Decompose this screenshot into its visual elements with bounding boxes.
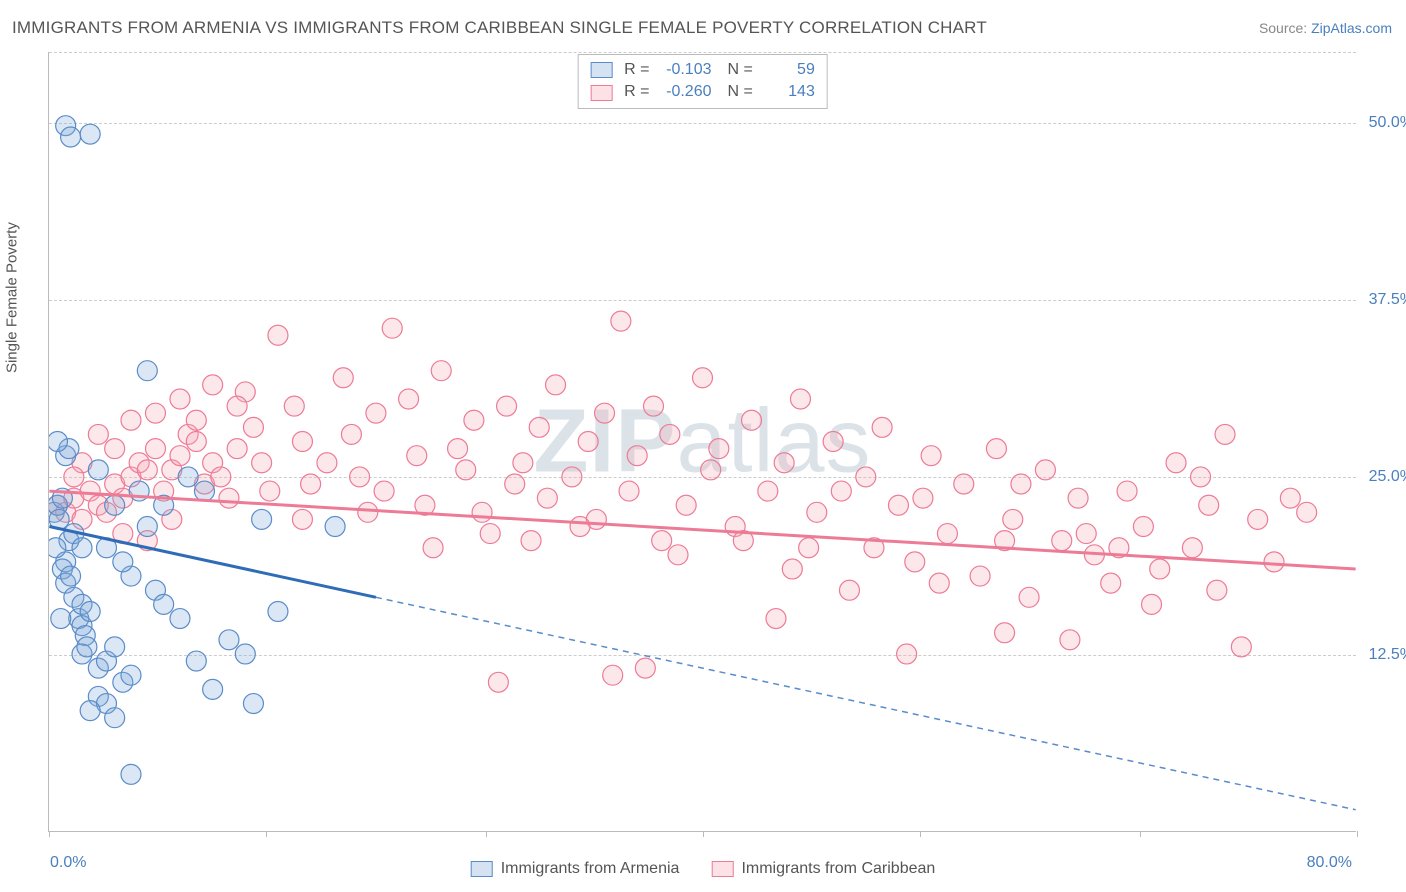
legend-item-caribbean: Immigrants from Caribbean <box>711 860 935 878</box>
legend-label-armenia: Immigrants from Armenia <box>501 860 680 878</box>
legend-label-caribbean: Immigrants from Caribbean <box>741 860 935 878</box>
chart-title: IMMIGRANTS FROM ARMENIA VS IMMIGRANTS FR… <box>12 18 987 38</box>
legend-swatch-armenia-icon <box>471 861 493 877</box>
y-tick-label: 37.5% <box>1369 291 1406 309</box>
n-label: N = <box>728 81 753 103</box>
n-label: N = <box>728 59 753 81</box>
legend-swatch-armenia <box>590 62 612 78</box>
legend-row-caribbean: R = -0.260 N = 143 <box>590 81 815 103</box>
legend-correlation-box: R = -0.103 N = 59 R = -0.260 N = 143 <box>577 54 828 109</box>
y-axis-title: Single Female Poverty <box>4 222 21 373</box>
r-label: R = <box>624 81 649 103</box>
y-tick-label: 50.0% <box>1369 114 1406 132</box>
legend-series: Immigrants from Armenia Immigrants from … <box>471 860 936 878</box>
legend-swatch-caribbean <box>590 85 612 101</box>
r-value-armenia: -0.103 <box>658 59 712 81</box>
y-tick-label: 25.0% <box>1369 468 1406 486</box>
n-value-armenia: 59 <box>761 59 815 81</box>
legend-item-armenia: Immigrants from Armenia <box>471 860 680 878</box>
y-tick-label: 12.5% <box>1369 646 1406 664</box>
r-label: R = <box>624 59 649 81</box>
source-link[interactable]: ZipAtlas.com <box>1311 20 1392 36</box>
source-attribution: Source: ZipAtlas.com <box>1259 20 1392 36</box>
r-value-caribbean: -0.260 <box>658 81 712 103</box>
x-min-label: 0.0% <box>50 854 86 872</box>
n-value-caribbean: 143 <box>761 81 815 103</box>
scatter-svg <box>49 52 1356 831</box>
chart-container: IMMIGRANTS FROM ARMENIA VS IMMIGRANTS FR… <box>0 0 1406 892</box>
legend-row-armenia: R = -0.103 N = 59 <box>590 59 815 81</box>
x-max-label: 80.0% <box>1307 854 1352 872</box>
legend-swatch-caribbean-icon <box>711 861 733 877</box>
plot-area: ZIPatlas 12.5%25.0%37.5%50.0% R = -0.103… <box>48 52 1356 832</box>
source-prefix: Source: <box>1259 20 1311 36</box>
